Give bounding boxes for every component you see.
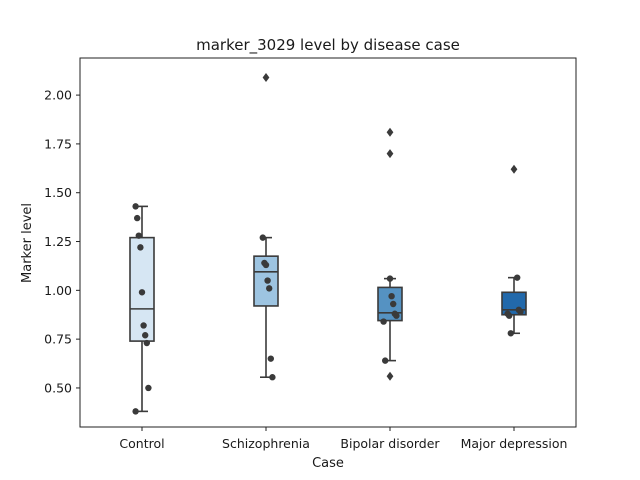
data-point (386, 275, 394, 282)
y-tick-label: 2.00 (44, 88, 72, 103)
outlier-point (262, 73, 270, 83)
box-group-1 (253, 73, 279, 381)
y-tick-label: 1.75 (44, 136, 72, 151)
data-point (266, 285, 273, 292)
y-tick-label: 1.50 (44, 185, 72, 200)
data-point (140, 322, 147, 329)
data-point (138, 289, 146, 296)
outlier-point (510, 164, 518, 174)
box-group-0 (129, 203, 155, 415)
y-tick-label: 1.00 (44, 283, 72, 298)
x-tick-label: Major depression (461, 436, 568, 451)
data-point (269, 374, 276, 381)
data-point (132, 408, 139, 415)
y-tick-label: 0.75 (44, 332, 72, 347)
data-point (143, 339, 150, 347)
y-axis-label: Marker level (20, 203, 35, 283)
box-group-3 (501, 164, 527, 337)
data-point (517, 308, 524, 316)
data-point (132, 203, 139, 210)
plot-frame (79, 57, 577, 428)
data-point (507, 330, 514, 337)
data-point (267, 355, 274, 362)
data-point (393, 312, 400, 319)
data-point (142, 332, 149, 339)
outlier-point (386, 127, 394, 137)
outlier-point (386, 149, 394, 159)
x-tick-label: Control (119, 436, 164, 451)
data-point (262, 261, 270, 269)
data-point (259, 234, 266, 241)
chart-title: marker_3029 level by disease case (196, 36, 460, 55)
data-point (388, 292, 395, 300)
data-point (135, 232, 142, 239)
data-point (134, 214, 141, 222)
chart-marks: 0.50 0.75 1.00 1.25 1.50 1.75 2.00 Control Schiz… (44, 73, 567, 451)
outlier-point (386, 371, 394, 381)
y-tick-label: 0.50 (44, 380, 72, 395)
data-point (390, 300, 397, 308)
data-point (264, 277, 271, 284)
data-point (382, 357, 389, 364)
data-point (380, 318, 387, 325)
x-axis-label: Case (312, 456, 344, 471)
data-point (137, 244, 144, 251)
y-tick-label: 1.25 (44, 234, 72, 249)
x-tick-label: Schizophrenia (222, 436, 310, 451)
box-group-2 (377, 127, 403, 381)
data-point (506, 312, 513, 319)
x-tick-label: Bipolar disorder (340, 436, 440, 451)
data-point (514, 274, 521, 281)
data-point (145, 384, 152, 392)
